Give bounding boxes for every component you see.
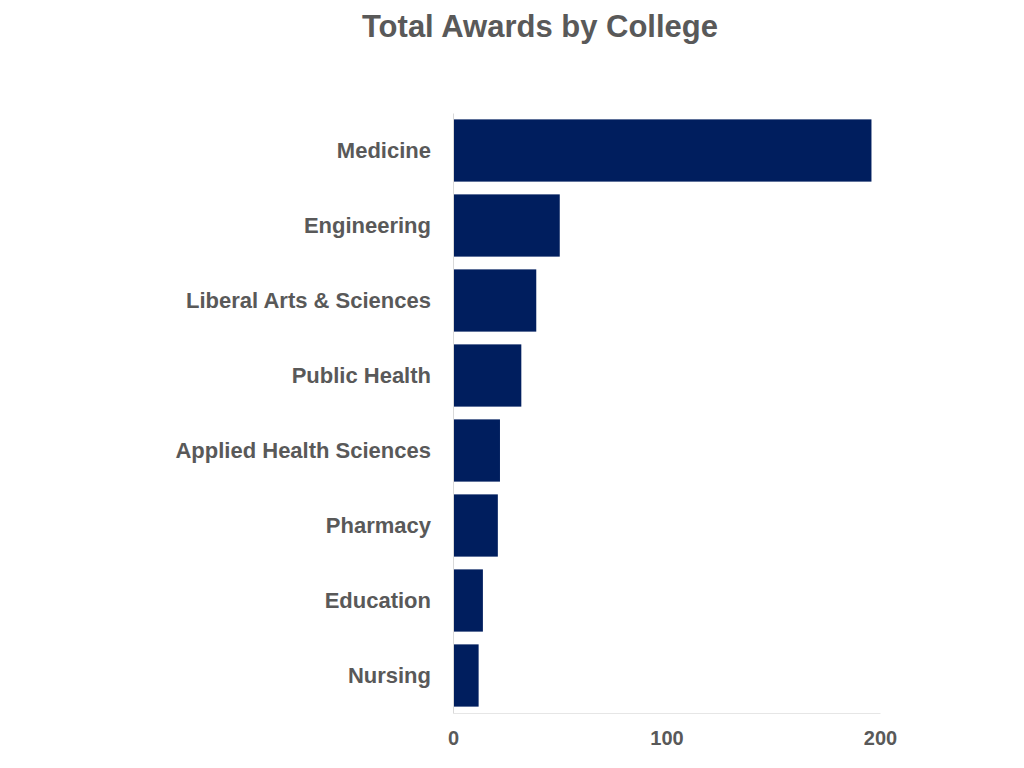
chart: Total Awards by College 0 100 200 Medicine En… [0, 0, 1024, 768]
bars [453, 119, 871, 706]
y-tick-label: Applied Health Sciences [175, 438, 431, 463]
bar [453, 119, 871, 181]
y-tick: Engineering [304, 213, 453, 238]
bar [453, 194, 560, 256]
bar [453, 644, 479, 706]
y-tick-label: Engineering [304, 213, 431, 238]
y-tick-label: Nursing [348, 663, 431, 688]
y-tick-label: Liberal Arts & Sciences [186, 288, 431, 313]
y-tick-label: Medicine [337, 138, 431, 163]
y-tick: Liberal Arts & Sciences [186, 288, 453, 313]
y-tick: Nursing [348, 663, 453, 688]
y-tick-label: Public Health [292, 363, 431, 388]
x-tick: 200 [864, 713, 897, 749]
y-axis: Medicine Engineering Liberal Arts & Scienc… [175, 114, 453, 714]
x-tick-label: 200 [864, 727, 897, 749]
x-tick-label: 100 [650, 727, 683, 749]
y-tick-label: Pharmacy [326, 513, 432, 538]
y-tick: Medicine [337, 138, 453, 163]
x-tick-label: 0 [448, 727, 459, 749]
bar [453, 269, 536, 331]
bar [453, 344, 521, 406]
x-axis-line [454, 713, 881, 714]
x-tick: 0 [448, 713, 459, 749]
bar [453, 569, 483, 631]
x-axis: 0 100 200 [448, 713, 897, 749]
bar [453, 494, 498, 556]
y-tick: Pharmacy [326, 513, 453, 538]
y-tick: Education [325, 588, 453, 613]
y-tick-label: Education [325, 588, 431, 613]
title: Total Awards by College [362, 9, 718, 44]
y-tick: Applied Health Sciences [175, 438, 453, 463]
bar [453, 419, 500, 481]
y-axis-line [453, 114, 454, 714]
x-tick: 100 [650, 713, 683, 749]
y-tick: Public Health [292, 363, 453, 388]
